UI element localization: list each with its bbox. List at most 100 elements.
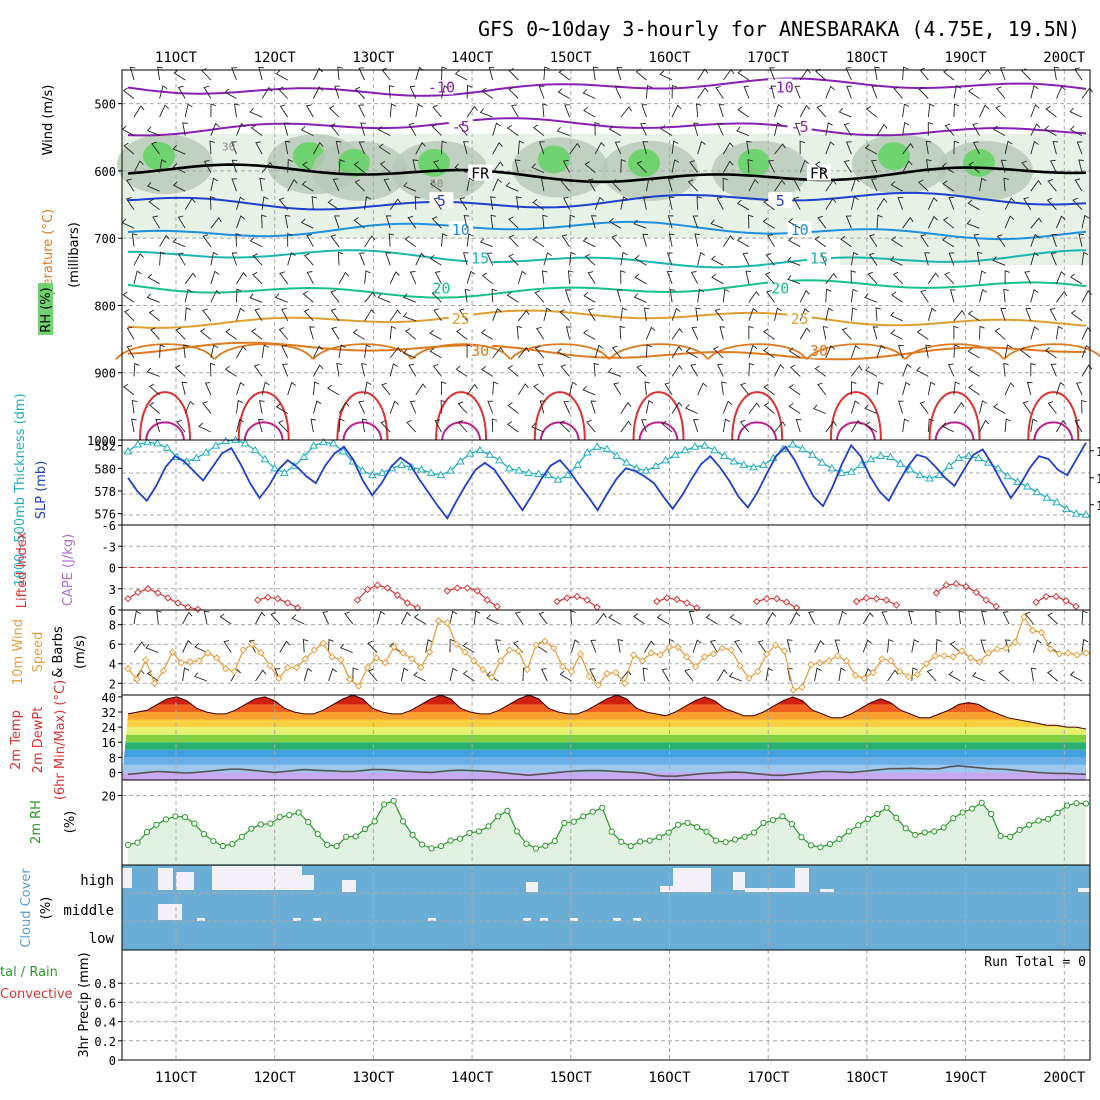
rh2m-point	[523, 840, 530, 847]
upper-air-wind-barb	[697, 87, 709, 99]
surface-heat-contour-inner	[1033, 421, 1074, 441]
wind10m-point	[159, 666, 168, 675]
upper-air-wind-barb	[722, 160, 734, 173]
thickness-point	[465, 449, 475, 457]
upper-air-wind-barb	[743, 85, 750, 99]
lifted-index-point	[134, 588, 142, 596]
upper-air-wind-barb	[979, 400, 987, 414]
run-total-label: Run Total = 0	[984, 955, 1086, 970]
surface-heat-contour-inner	[638, 421, 679, 441]
lifted-index-point	[283, 599, 292, 607]
upper-air-wind-barb	[995, 105, 1006, 118]
upper-air-wind-barb	[403, 293, 416, 303]
upper-air-wind-barb	[146, 293, 160, 303]
upper-air-wind-barb	[463, 141, 469, 155]
upper-air-wind-barb	[414, 196, 421, 210]
wind10m-barb	[322, 611, 329, 625]
upper-air-wind-barb	[740, 382, 750, 396]
rh2m-point	[646, 837, 653, 844]
upper-air-wind-barb	[642, 141, 649, 155]
wind10m-barb	[734, 639, 743, 653]
upper-air-wind-barb	[310, 418, 317, 433]
thickness-point	[504, 463, 514, 472]
wind10m-point	[1046, 645, 1055, 653]
upper-air-wind-barb	[532, 124, 545, 136]
upper-air-wind-barb	[381, 382, 391, 396]
upper-air-wind-barb	[968, 87, 980, 99]
upper-air-wind-barb	[742, 252, 750, 266]
wind10m-point	[150, 679, 159, 687]
thickness-point	[338, 446, 348, 455]
thickness-point	[1013, 477, 1022, 485]
upper-air-ylabel-rh: RH (%)	[39, 287, 54, 332]
wind10m-barb	[911, 667, 918, 682]
upper-air-wind-barb	[379, 161, 391, 173]
upper-air-wind-barb	[124, 308, 135, 322]
upper-air-wind-barb	[890, 236, 903, 248]
upper-air-wind-barb	[1030, 362, 1036, 377]
thickness-point	[671, 450, 680, 458]
upper-air-wind-barb	[671, 104, 682, 118]
upper-air-wind-barb	[825, 197, 837, 210]
upper-air-wind-barb	[645, 177, 654, 192]
upper-air-wind-barb	[1030, 104, 1040, 118]
upper-air-wind-barb	[927, 215, 938, 229]
upper-air-wind-barb	[159, 344, 165, 358]
upper-air-wind-barb	[710, 219, 724, 229]
upper-air-wind-barb	[994, 327, 1006, 340]
rh2m-point	[343, 833, 350, 840]
wind10m-point	[754, 667, 762, 676]
upper-air-wind-barb	[506, 291, 519, 303]
upper-air-wind-barb	[389, 325, 397, 340]
upper-air-wind-barb	[491, 288, 498, 303]
upper-air-wind-barb	[1023, 197, 1032, 210]
upper-air-wind-barb	[979, 288, 988, 303]
wind10m-barb	[1081, 638, 1089, 653]
precip-ylabel: 3hr Precip (mm)	[77, 952, 92, 1057]
slp-tick-label: 1012	[1096, 445, 1100, 459]
upper-air-wind-barb	[429, 347, 442, 359]
wind10m-point	[230, 667, 239, 676]
upper-air-wind-barb	[668, 196, 675, 210]
upper-air-wind-barb	[583, 329, 596, 340]
upper-air-wind-barb	[440, 399, 447, 414]
upper-air-wind-barb	[517, 346, 530, 359]
cloud-clear-gap	[820, 889, 834, 892]
upper-air-wind-barb	[722, 177, 728, 192]
wind10m-point	[257, 649, 265, 657]
upper-air-ylabel-millibars: (millibars)	[67, 222, 82, 288]
upper-air-wind-barb	[876, 197, 888, 210]
upper-air-wind-barb	[953, 344, 960, 358]
upper-air-wind-barb	[433, 160, 442, 173]
wind10m-barb	[935, 610, 941, 625]
upper-air-wind-barb	[490, 196, 496, 210]
wind10m-point	[443, 618, 452, 627]
upper-air-wind-barb	[714, 308, 724, 322]
thickness-point	[133, 440, 143, 448]
wind10m-point	[550, 644, 558, 652]
upper-air-wind-barb	[409, 271, 417, 284]
upper-air-wind-barb	[565, 326, 572, 340]
upper-air-wind-barb	[927, 272, 939, 285]
upper-air-wind-barb	[993, 403, 1006, 414]
upper-air-wind-barb	[152, 215, 160, 229]
rh2m-point	[855, 822, 862, 829]
wind10m-barb	[765, 667, 773, 682]
wind10m-barb	[145, 643, 159, 653]
upper-air-wind-barb	[249, 293, 263, 303]
rh2m-point	[172, 813, 179, 820]
cloud-clear-gap	[633, 918, 641, 921]
wind10m-point	[674, 643, 682, 651]
thickness-point	[319, 437, 328, 446]
upper-air-wind-barb	[408, 122, 417, 136]
wind10m-point	[665, 643, 673, 651]
wind10m-barb	[705, 613, 718, 625]
temp2m-tick-label: 32	[102, 706, 116, 720]
upper-air-wind-barb	[388, 233, 395, 247]
thickness-point	[495, 455, 504, 464]
cloud-clear-gap	[795, 868, 809, 892]
wind10m-point	[922, 660, 931, 668]
rh2m-ylabel: 2m RH	[29, 800, 44, 844]
surface-warm-contour	[904, 343, 1005, 360]
